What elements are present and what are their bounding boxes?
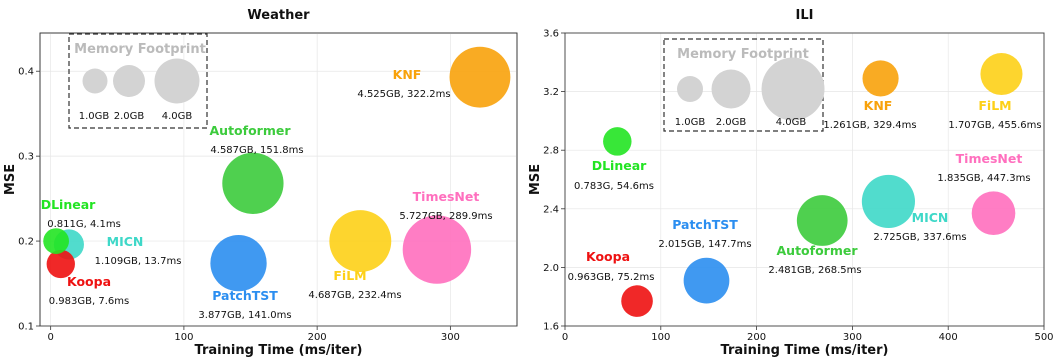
legend-size-circle — [761, 57, 825, 121]
y-tick-label: 2.8 — [543, 146, 559, 157]
bubble-stat-patchtst: 3.877GB, 141.0ms — [198, 310, 291, 321]
bubble-label-dlinear: DLinear — [592, 158, 647, 173]
x-axis-title: Training Time (ms/iter) — [721, 343, 889, 358]
x-tick-label: 300 — [441, 332, 460, 343]
bubble-stat-knf: 4.525GB, 322.2ms — [357, 89, 450, 100]
bubble-label-knf: KNF — [393, 67, 422, 82]
bubble-label-micn: MICN — [107, 234, 144, 249]
bubble-label-timesnet: TimesNet — [413, 189, 480, 204]
bubble-stat-micn: 2.725GB, 337.6ms — [873, 232, 966, 243]
bubble-autoformer — [222, 152, 284, 214]
x-tick-label: 200 — [747, 332, 766, 343]
bubble-label-timesnet: TimesNet — [956, 151, 1023, 166]
y-tick-label: 3.6 — [543, 29, 559, 40]
legend-size-label: 4.0GB — [776, 117, 807, 128]
bubble-stat-timesnet: 5.727GB, 289.9ms — [399, 211, 492, 222]
legend-size-label: 4.0GB — [162, 111, 193, 122]
bubble-stat-autoformer: 2.481GB, 268.5ms — [768, 265, 861, 276]
bubble-label-patchtst: PatchTST — [212, 288, 278, 303]
legend-size-label: 1.0GB — [79, 111, 110, 122]
bubble-patchtst — [683, 257, 730, 304]
plot-frame — [564, 32, 1045, 327]
bubble-stat-dlinear: 0.811G, 4.1ms — [47, 219, 121, 230]
memory-footprint-legend: Memory Footprint 1.0GB 2.0GB 4.0GB — [663, 38, 825, 132]
bubble-koopa — [621, 285, 653, 317]
bubble-koopa — [46, 249, 75, 279]
legend-box — [68, 33, 208, 129]
bubble-knf — [862, 60, 899, 97]
bubble-stat-timesnet: 1.835GB, 447.3ms — [937, 173, 1030, 184]
bubble-label-film: FiLM — [333, 268, 366, 283]
legend-size-label: 2.0GB — [716, 117, 747, 128]
bubble-label-micn: MICN — [912, 210, 949, 225]
x-tick-label: 100 — [651, 332, 670, 343]
bubble-stat-koopa: 0.983GB, 7.6ms — [49, 296, 129, 307]
y-axis-title: MSE — [3, 164, 18, 195]
x-tick-label: 100 — [174, 332, 193, 343]
legend-size-circle — [82, 68, 108, 94]
bubble-label-autoformer: Autoformer — [210, 123, 292, 138]
bubble-dlinear — [603, 127, 632, 156]
y-tick-label: 1.6 — [543, 322, 559, 333]
bubble-stat-patchtst: 2.015GB, 147.7ms — [658, 239, 751, 250]
bubble-label-knf: KNF — [864, 98, 893, 113]
bubble-micn — [861, 174, 915, 229]
legend-title: Memory Footprint — [677, 47, 809, 62]
y-axis-title: MSE — [528, 164, 543, 195]
bubble-stat-knf: 1.261GB, 329.4ms — [823, 120, 916, 131]
bubble-dlinear — [43, 228, 70, 254]
y-tick-label: 0.1 — [18, 322, 34, 333]
y-tick-label: 0.2 — [18, 237, 34, 248]
bubble-patchtst — [210, 234, 267, 292]
y-tick-label: 2.0 — [543, 263, 559, 274]
bubble-stat-micn: 1.109GB, 13.7ms — [95, 256, 182, 267]
bubble-timesnet — [402, 215, 472, 284]
legend-size-circle — [113, 65, 145, 97]
bubble-stat-film: 4.687GB, 232.4ms — [308, 290, 401, 301]
x-tick-label: 0 — [47, 332, 53, 343]
legend-size-circle — [711, 69, 751, 109]
x-axis-title: Training Time (ms/iter) — [195, 343, 363, 358]
y-tick-label: 3.2 — [543, 87, 559, 98]
bubble-label-koopa: Koopa — [586, 249, 630, 264]
bubble-stat-dlinear: 0.783G, 54.6ms — [574, 181, 654, 192]
bubble-label-autoformer: Autoformer — [777, 243, 859, 258]
bubble-timesnet — [971, 191, 1016, 236]
chart-title: Weather — [247, 8, 310, 23]
y-tick-label: 0.3 — [18, 152, 34, 163]
bubble-stat-autoformer: 4.587GB, 151.8ms — [210, 145, 303, 156]
chart-panel-1: 0 100 200 300 0.1 0.2 0.3 0.4 Weather Training Ti… — [3, 8, 518, 358]
legend-title: Memory Footprint — [74, 42, 206, 57]
bubble-film — [329, 210, 392, 273]
legend-size-circle — [154, 58, 200, 104]
y-tick-label: 2.4 — [543, 204, 559, 215]
x-tick-label: 300 — [843, 332, 862, 343]
bubble-film — [980, 52, 1023, 96]
legend-size-label: 1.0GB — [675, 117, 706, 128]
x-tick-label: 0 — [562, 332, 568, 343]
x-tick-label: 500 — [1034, 332, 1053, 343]
y-tick-label: 0.4 — [18, 67, 34, 78]
bubble-autoformer — [796, 195, 848, 246]
bubble-stat-film: 1.707GB, 455.6ms — [948, 120, 1041, 131]
bubble-label-patchtst: PatchTST — [672, 217, 738, 232]
bubble-knf — [449, 46, 511, 108]
legend-size-circle — [677, 76, 703, 102]
x-tick-label: 200 — [308, 332, 327, 343]
chart-title: ILI — [796, 8, 814, 23]
memory-footprint-legend: Memory Footprint 1.0GB 2.0GB 4.0GB — [68, 33, 208, 129]
chart-panel-2: 0 100 200 300 400 500 1.6 2.0 2.4 2.8 3.2 3.6 ILI Tra… — [528, 8, 1054, 358]
bubble-label-koopa: Koopa — [67, 274, 111, 289]
legend-size-label: 2.0GB — [114, 111, 145, 122]
bubble-label-dlinear: DLinear — [41, 197, 96, 212]
bubble-label-film: FiLM — [978, 98, 1011, 113]
plot-frame — [39, 32, 518, 327]
x-tick-label: 400 — [939, 332, 958, 343]
bubble-stat-koopa: 0.963GB, 75.2ms — [568, 272, 655, 283]
